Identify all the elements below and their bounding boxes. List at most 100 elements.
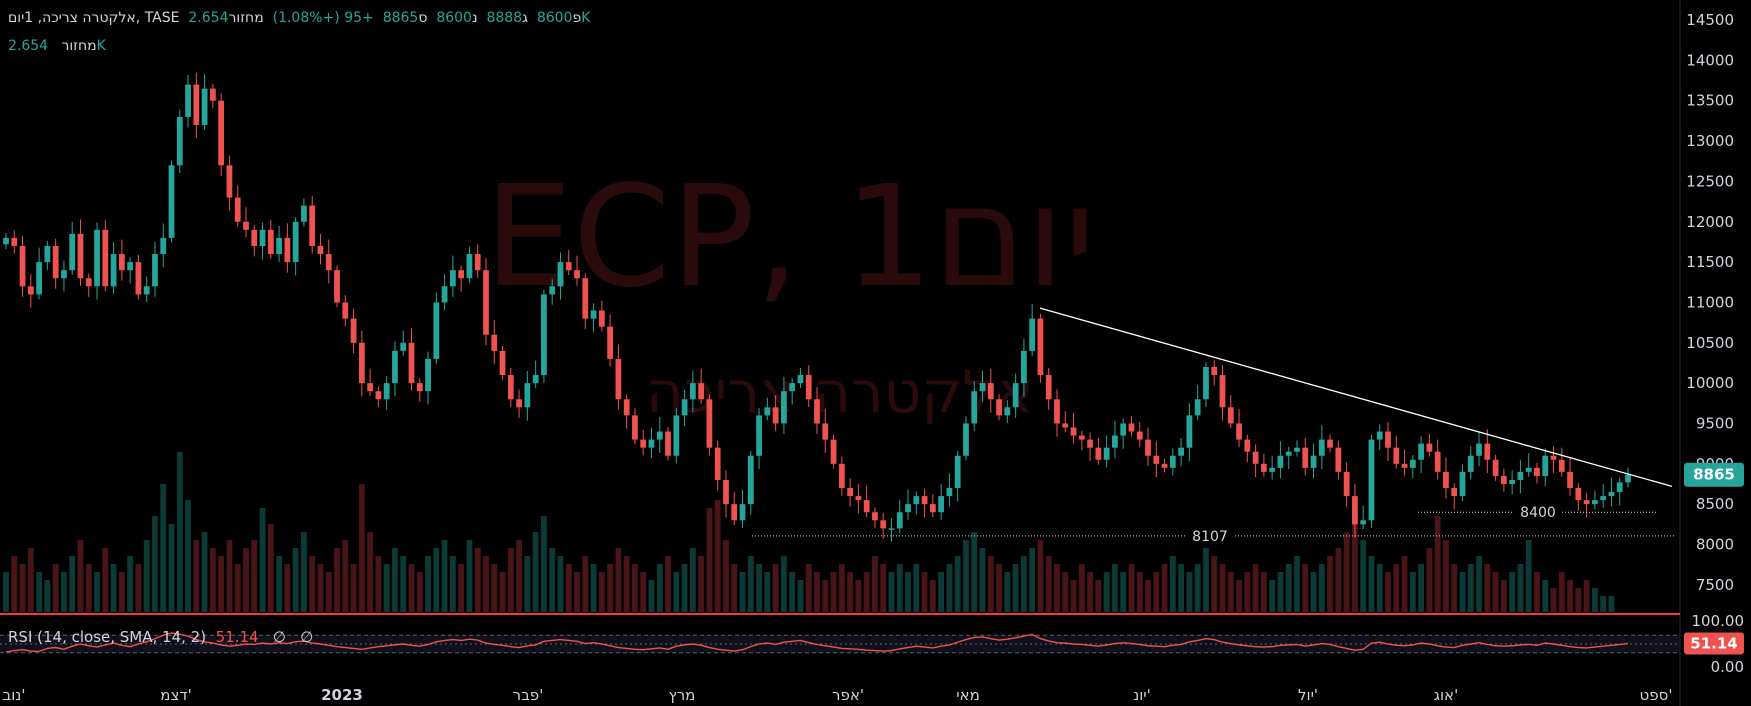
close-value: 8865 [382,10,419,26]
candle-body [1509,479,1516,484]
volume-bar [946,564,953,612]
volume-bar [954,556,961,612]
volume-bar [135,564,142,612]
volume-bar [1153,572,1160,612]
volume-bar [1517,564,1524,612]
candle-body [375,391,382,400]
trendline[interactable] [1039,307,1673,488]
high-prefix: ג [522,10,528,26]
volume-bar [1087,572,1093,612]
candle-body [565,262,572,271]
volume-bar [201,532,208,612]
candle-body [3,237,9,245]
candle-body [94,229,100,287]
volume-bar [838,564,845,612]
candle-body [1294,447,1300,452]
candle-body [358,342,365,384]
volume-bar [491,564,498,612]
candle-body [1459,471,1466,497]
volume-legend: מחזור 2.654K [8,38,106,54]
volume-bar [375,556,382,612]
volume-bar [1484,564,1491,612]
time-tick-label: נוב' [3,686,26,704]
candle-body [822,423,829,440]
volume-bar [1227,572,1234,612]
volume-bar [805,564,812,612]
volume-bar [1136,572,1143,612]
candle-body [557,262,564,287]
open-prefix: פ [572,10,582,26]
volume-bar [325,572,332,612]
candle-body [987,383,994,400]
candle-body [855,496,862,501]
volume-bar [1376,564,1383,612]
volume-bar [1600,596,1607,612]
candle-body [309,205,316,246]
volume-bar [226,540,233,612]
candle-body [1558,459,1565,472]
candle-body [350,318,357,343]
candle-body [69,233,76,271]
candle-body [1434,451,1441,472]
price-tick-label: 14000 [1686,51,1734,69]
candle-body [1376,431,1383,440]
volume-bar [334,548,340,612]
rsi-pane[interactable]: 100.00 0.00 [0,612,1744,676]
volume-bar [656,564,663,612]
candle-body [1103,447,1110,460]
candle-body [797,375,804,384]
time-tick-label: אפר' [832,686,864,704]
candle-body [739,504,746,521]
candle-body [805,375,812,400]
volume-bar [565,564,572,612]
volume-bar [764,572,771,612]
volume-bar [317,564,324,612]
candle-body [118,254,125,271]
volume-bar [1583,580,1590,612]
candle-body [1021,350,1027,384]
candle-body [1136,431,1143,440]
volume-value: 2.654K [188,10,591,26]
candle-body [607,326,613,359]
volume-bar [532,532,539,612]
candle-body [1335,447,1342,472]
volume-bar [1467,564,1474,612]
volume-bar [358,484,365,612]
volume-bar [152,516,158,612]
volume-bar [1310,572,1317,612]
volume-bar [1260,572,1267,612]
price-tick-label: 12000 [1686,213,1734,231]
candle-body [1575,488,1582,501]
volume-bar [747,556,754,612]
candle-body [706,399,713,448]
volume-bar [1393,564,1400,612]
volume-bar [276,556,282,612]
rsi-na-1: ∅ [272,628,286,646]
volume-bar [234,564,241,612]
candle-body [226,165,233,198]
candle-body [441,286,448,303]
candle-body [872,512,878,521]
candle-body [1385,431,1391,448]
volume-bar [36,572,42,612]
volume-bar [160,484,167,612]
candle-body [689,383,696,400]
time-axis[interactable]: נוב' דצמ' 2023 פבר' מרץ אפר' מאי יונ' יול' אוג' ספ… [3,686,1673,704]
candle-body [1426,443,1433,452]
candle-body [524,383,531,408]
candle-body [1368,439,1375,521]
volume-bar [1070,580,1077,612]
candle-body [1600,496,1607,501]
candle-body [466,254,473,279]
price-axis[interactable]: 14500 14000 13500 13000 12500 12000 11500 11000… [1679,0,1734,706]
candle-body [1467,455,1474,472]
candle-body [1401,463,1408,468]
volume-bar [1103,572,1110,612]
volume-bar [1128,564,1135,612]
volume-bar [1443,540,1449,612]
volume-bar [1451,564,1458,612]
level-label-8400: 8400 [1520,505,1556,521]
volume-bar [665,556,671,612]
volume-bar [11,556,18,612]
